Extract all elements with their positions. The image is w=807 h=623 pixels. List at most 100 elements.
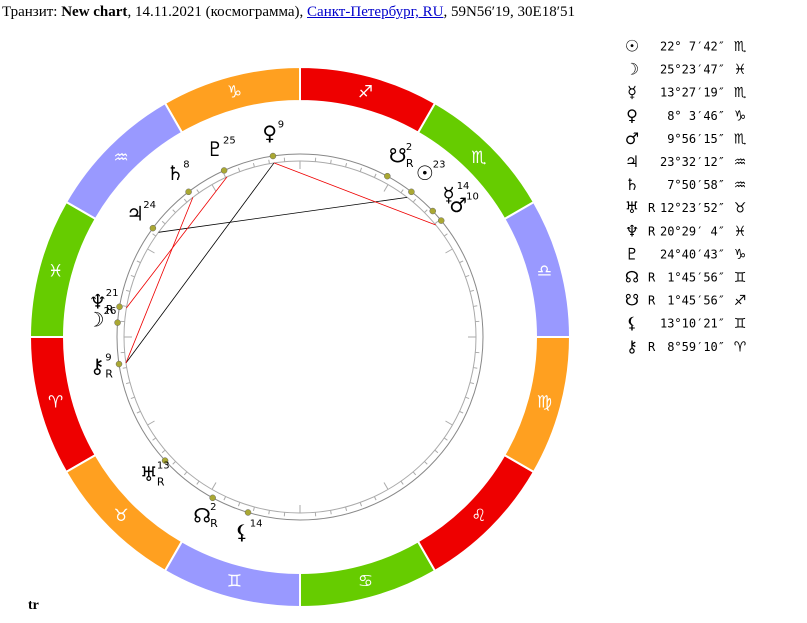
wheel-planet-glyph: ♃ (126, 202, 144, 226)
tick (252, 163, 255, 168)
table-sign: ♓ (734, 62, 747, 78)
wheel-planet-glyph: ☿ (443, 182, 455, 206)
wheel-planet-glyph: ☊ (193, 504, 211, 528)
wheel-planet-degree: 25 (223, 135, 236, 146)
planet-dot (209, 494, 216, 502)
planet-dot (384, 172, 391, 180)
table-planet-glyph: ☉ (625, 37, 639, 56)
wheel-planet-degree: 9 (278, 119, 284, 130)
aspect-line (125, 162, 275, 364)
table-position: 1°45′56″ (667, 294, 725, 308)
wheel-planet-degree: 2 (210, 502, 216, 513)
table-planet-glyph: ♆ (625, 221, 639, 240)
tick (122, 305, 127, 307)
tick (152, 233, 157, 237)
tick (196, 480, 200, 485)
wheel-planet-glyph: ⚷ (90, 354, 105, 378)
zodiac-glyph: ♑ (227, 83, 242, 103)
outer-circle (116, 153, 484, 521)
table-planet-glyph: ☽ (625, 60, 639, 79)
tick (330, 159, 332, 164)
tick (161, 449, 166, 454)
tick (211, 184, 217, 192)
table-retrograde: R (648, 224, 656, 238)
tick (268, 510, 270, 515)
wheel-planet-glyph: ♀ (262, 121, 277, 145)
table-sign: ♉ (734, 201, 747, 217)
tick (400, 480, 404, 485)
tick (237, 167, 241, 172)
table-sign: ♓ (734, 224, 747, 240)
planet-dot (161, 457, 169, 464)
tick (268, 159, 270, 164)
table-planet-glyph: ☿ (627, 83, 637, 102)
location-link[interactable]: Санкт-Петербург, RU (307, 4, 444, 20)
tick (223, 173, 227, 178)
tick (373, 173, 377, 178)
wheel-planet-degree: 9 (105, 352, 111, 363)
tick (459, 260, 464, 264)
wheel-planet-degree: 8 (183, 159, 189, 170)
tick (161, 220, 166, 225)
wheel-planet-degree: 14 (457, 181, 470, 192)
tick (122, 367, 127, 369)
header: Транзит: New chart, 14.11.2021 (космогра… (2, 4, 575, 21)
zodiac-glyph: ♊ (227, 571, 242, 591)
wheel-planet-glyph: ☉ (416, 161, 434, 185)
tick (126, 289, 131, 292)
table-sign: ♑ (734, 247, 747, 263)
tick (172, 209, 176, 213)
zodiac-glyph: ♋ (358, 571, 373, 591)
wheel-planet-glyph: ♆ (89, 290, 107, 314)
tick (136, 410, 141, 414)
wheel-planet-degree: 23 (433, 159, 446, 170)
table-sign: ♊ (734, 270, 747, 286)
table-planet-glyph: ♄ (625, 175, 639, 194)
planet-dot (185, 188, 192, 196)
planet-dot (244, 509, 252, 516)
tick (237, 502, 241, 507)
tick (345, 506, 348, 511)
wheel-planet-degree: 26 (104, 306, 117, 317)
zodiac-segment (28, 200, 97, 338)
tick (400, 189, 404, 194)
table-position: 8° 3′46″ (667, 109, 725, 123)
wheel-planet-glyph: ♇ (206, 137, 224, 161)
table-planet-glyph: ♀ (626, 106, 638, 125)
table-position: 25°23′47″ (660, 63, 725, 77)
tick (130, 396, 135, 400)
table-planet-glyph: ♂ (625, 129, 639, 148)
tick (223, 496, 227, 501)
wheel-planet-glyph: ⚸ (234, 520, 249, 544)
table-sign: ♏ (734, 131, 747, 147)
wheel-retrograde: R (105, 367, 113, 380)
wheel-planet-glyph: ♂ (449, 193, 467, 217)
aspect-line (273, 162, 436, 226)
tick (424, 209, 428, 213)
tick (443, 233, 448, 237)
table-planet-glyph: ⚸ (626, 314, 638, 333)
table-position: 23°32′12″ (660, 155, 725, 169)
table-position: 13°27′19″ (660, 86, 725, 100)
planet-dot (269, 152, 277, 160)
wheel-planet-degree: 13 (157, 460, 170, 471)
tick (434, 449, 439, 454)
tick (126, 382, 131, 385)
tick (469, 289, 474, 292)
planet-dot (115, 360, 123, 368)
tick (459, 410, 464, 414)
table-planet-glyph: ⚷ (626, 337, 638, 356)
table-retrograde: R (648, 271, 656, 285)
tick (345, 163, 348, 168)
table-sign: ♒ (734, 155, 747, 171)
table-sign: ♒ (734, 178, 747, 194)
tick (130, 274, 135, 278)
table-planet-glyph: ♃ (625, 152, 639, 171)
tick (445, 248, 453, 254)
tick (383, 184, 389, 192)
planet-dot (114, 319, 121, 326)
table-position: 13°10′21″ (660, 317, 725, 331)
wheel-planet-glyph: ♅ (140, 462, 158, 486)
